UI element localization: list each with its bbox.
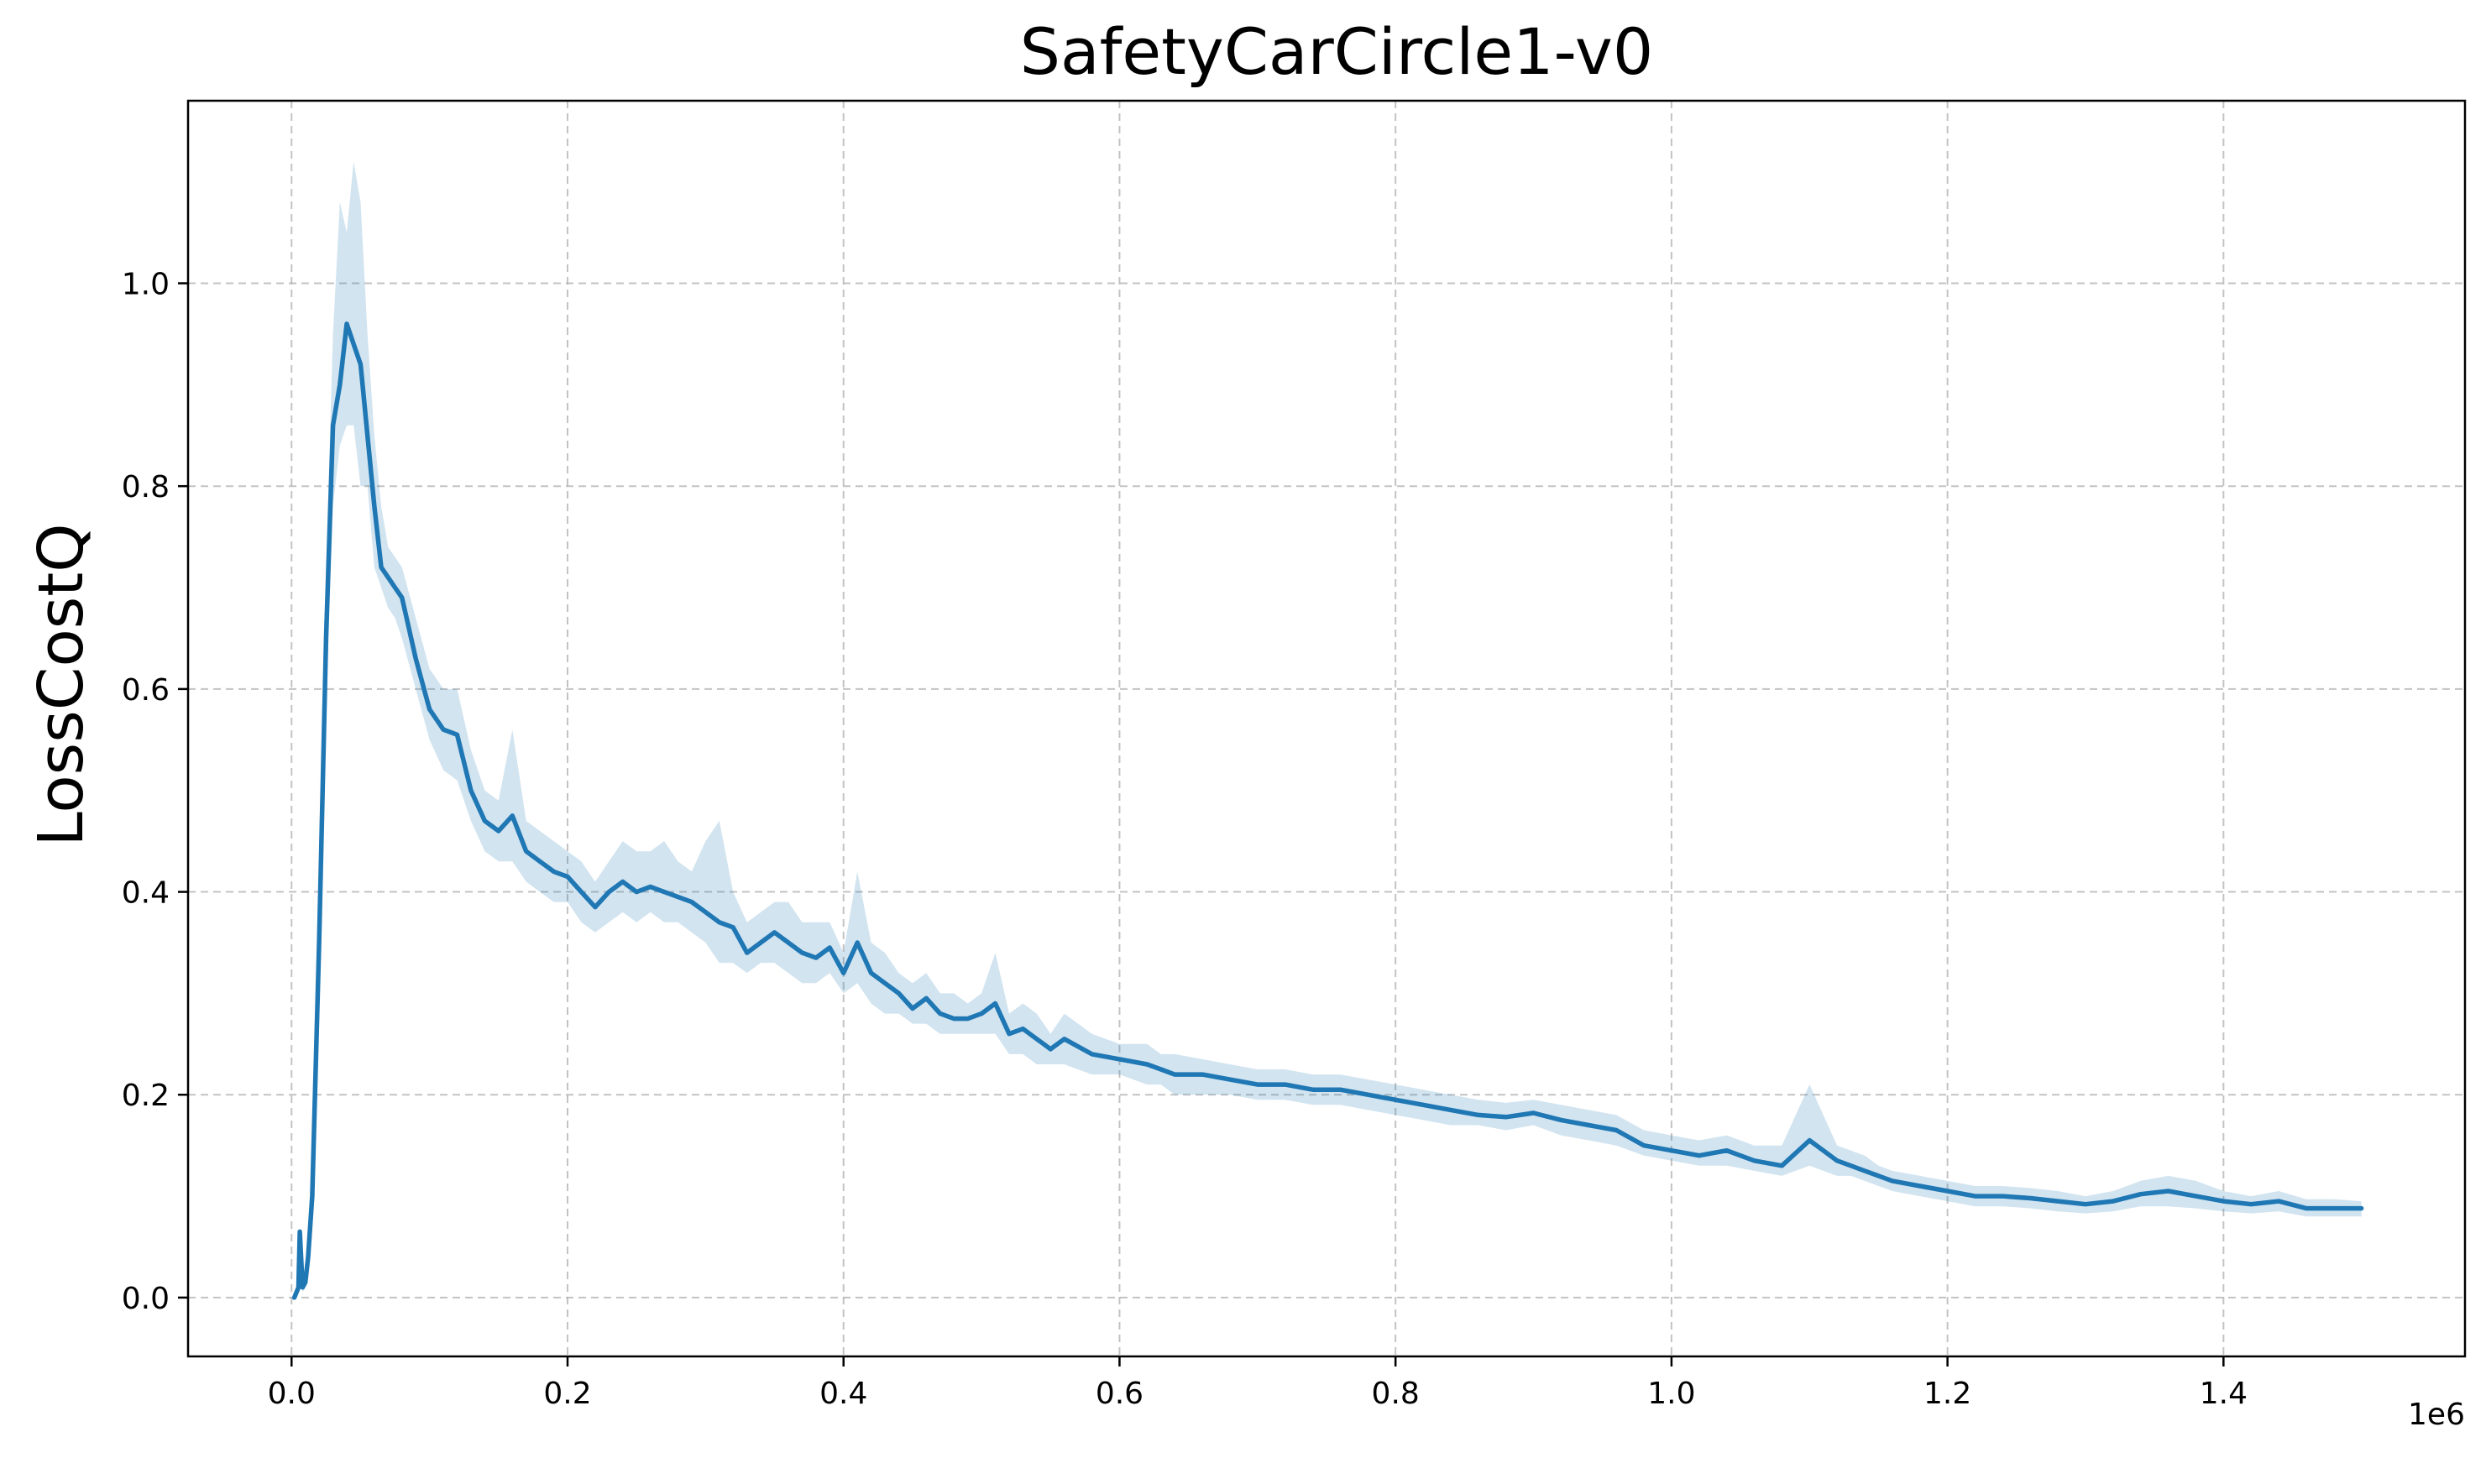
confidence-band: [294, 161, 2362, 1298]
y-tick-label: 1.0: [122, 268, 170, 302]
y-tick-label: 0.0: [122, 1282, 170, 1316]
grid-lines: [188, 101, 2465, 1356]
axis-ticks: 0.0 0.2 0.4 0.6 0.8 1.0 1.2 1.4 0.0 0.2 0.4 0.6 0.8 1…: [122, 268, 2248, 1411]
chart-title: SafetyCarCircle1-v0: [1020, 14, 1653, 89]
y-axis-label: LossCostQ: [25, 523, 97, 846]
y-tick-label: 0.4: [122, 876, 170, 911]
x-tick-label: 0.0: [268, 1377, 316, 1411]
confidence-band-layer: [294, 161, 2362, 1298]
x-tick-label: 0.8: [1372, 1377, 1420, 1411]
x-tick-label: 0.4: [819, 1377, 867, 1411]
x-tick-label: 0.2: [543, 1377, 591, 1411]
x-tick-label: 1.0: [1647, 1377, 1695, 1411]
x-tick-label: 1.4: [2200, 1377, 2248, 1411]
y-tick-label: 0.6: [122, 673, 170, 708]
y-tick-label: 0.2: [122, 1079, 170, 1113]
series-line: [291, 321, 2364, 1300]
y-tick-label: 0.8: [122, 470, 170, 504]
x-tick-label: 0.6: [1096, 1377, 1143, 1411]
x-axis-offset-label: 1e6: [2408, 1398, 2465, 1432]
plot-frame: [186, 99, 2467, 1358]
x-tick-label: 1.2: [1923, 1377, 1971, 1411]
series-line-layer: [291, 321, 2364, 1300]
